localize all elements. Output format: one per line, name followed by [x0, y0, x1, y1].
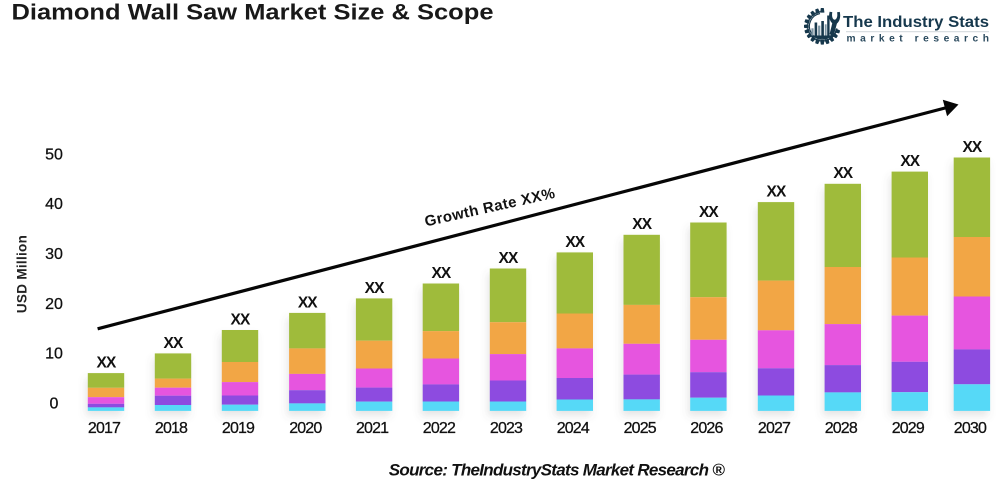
svg-text:2028: 2028 — [825, 420, 858, 437]
svg-text:2023: 2023 — [490, 420, 523, 437]
svg-text:2018: 2018 — [155, 420, 188, 437]
svg-text:40: 40 — [45, 196, 63, 213]
svg-text:2025: 2025 — [624, 420, 657, 437]
svg-text:XX: XX — [962, 139, 982, 156]
svg-text:10: 10 — [45, 346, 63, 363]
svg-text:XX: XX — [767, 184, 787, 201]
svg-text:XX: XX — [365, 280, 385, 297]
svg-text:2027: 2027 — [758, 420, 791, 437]
svg-text:market research: market research — [847, 34, 990, 45]
svg-text:50: 50 — [45, 146, 63, 163]
svg-text:The Industry Stats: The Industry Stats — [843, 14, 989, 31]
svg-text:2021: 2021 — [356, 420, 389, 437]
svg-text:XX: XX — [231, 311, 251, 328]
svg-text:USD Million: USD Million — [15, 235, 30, 313]
svg-text:2024: 2024 — [557, 420, 590, 437]
svg-text:2022: 2022 — [423, 420, 456, 437]
svg-text:XX: XX — [499, 250, 519, 267]
svg-text:2017: 2017 — [88, 420, 121, 437]
svg-text:XX: XX — [565, 234, 585, 251]
svg-text:2026: 2026 — [690, 420, 723, 437]
svg-text:2029: 2029 — [892, 420, 925, 437]
svg-text:XX: XX — [164, 335, 184, 352]
svg-text:XX: XX — [97, 355, 117, 372]
svg-text:2019: 2019 — [222, 420, 255, 437]
svg-text:XX: XX — [431, 265, 451, 282]
svg-text:30: 30 — [45, 246, 63, 263]
svg-text:20: 20 — [45, 296, 63, 313]
svg-text:XX: XX — [298, 294, 318, 311]
svg-text:Source: TheIndustryStats Marke: Source: TheIndustryStats Market Research… — [389, 460, 725, 479]
svg-text:0: 0 — [50, 396, 59, 413]
svg-text:XX: XX — [833, 165, 853, 182]
svg-text:XX: XX — [900, 153, 920, 170]
svg-text:Diamond Wall Saw Market Size &: Diamond Wall Saw Market Size & Scope — [12, 0, 494, 25]
svg-text:2020: 2020 — [289, 420, 322, 437]
svg-text:XX: XX — [699, 204, 719, 221]
svg-text:2030: 2030 — [954, 420, 987, 437]
svg-text:XX: XX — [632, 216, 652, 233]
